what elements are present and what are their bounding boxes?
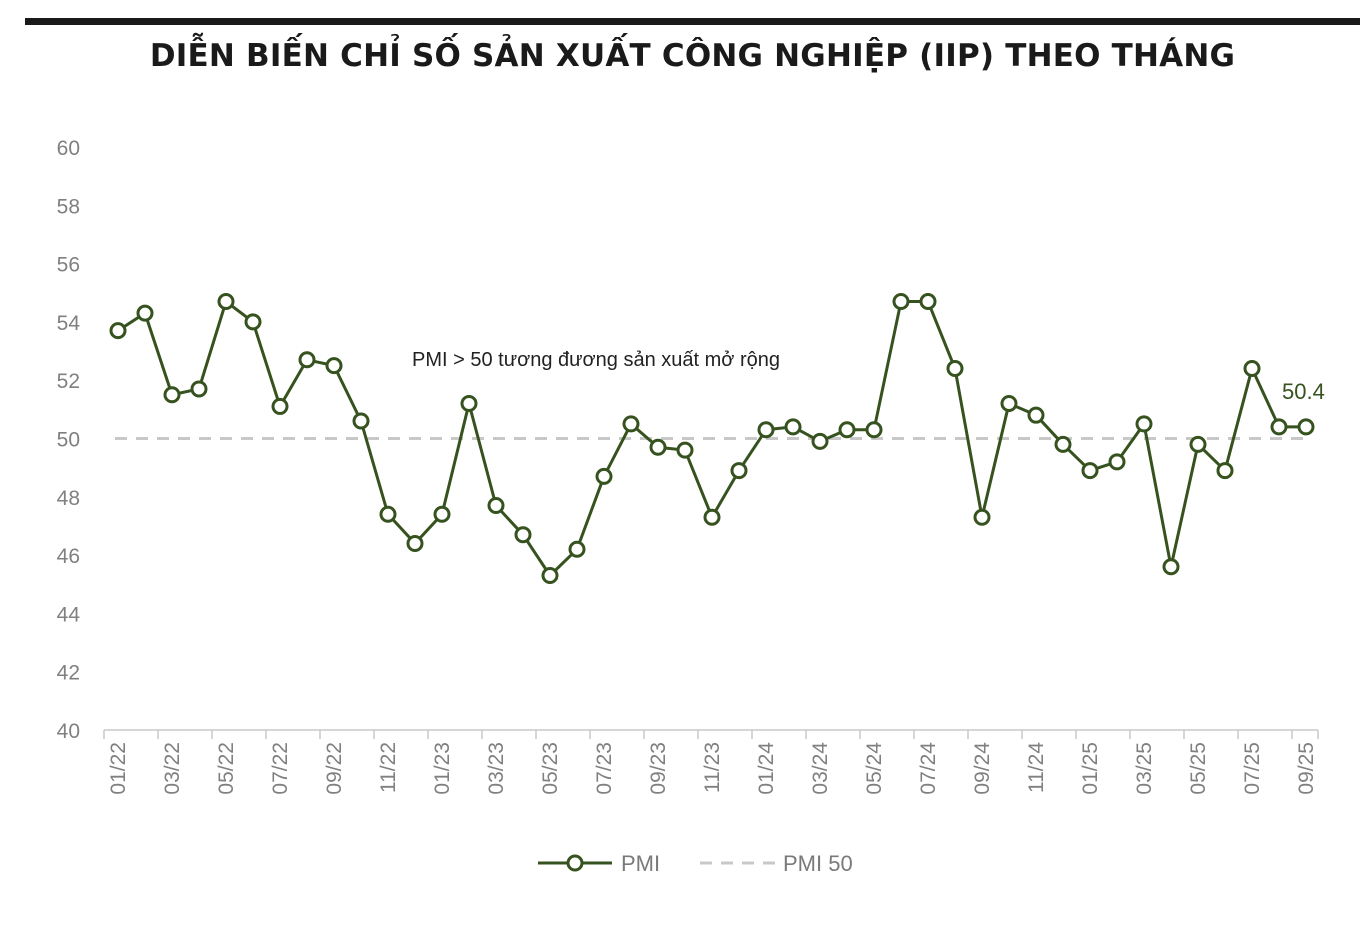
pmi-point [352, 412, 370, 430]
x-tick-label: 09/22 [323, 742, 346, 795]
title-rule [25, 18, 1360, 25]
pmi-point [325, 357, 343, 375]
x-tick-label: 01/24 [755, 742, 778, 795]
pmi-point [1162, 558, 1180, 576]
y-tick-label: 46 [57, 545, 80, 568]
pmi-point [109, 322, 127, 340]
x-tick-label: 11/23 [701, 742, 724, 793]
y-tick-label: 56 [57, 254, 80, 277]
pmi-point [1027, 406, 1045, 424]
pmi-point [649, 438, 667, 456]
pmi-point [1081, 462, 1099, 480]
pmi-point [190, 380, 208, 398]
legend-pmi50-label: PMI 50 [783, 851, 853, 876]
y-tick-label: 58 [57, 195, 80, 218]
pmi-point [892, 292, 910, 310]
pmi-point [379, 505, 397, 523]
x-tick-label: 03/25 [1133, 742, 1156, 795]
pmi-point [676, 441, 694, 459]
pmi-point [1243, 360, 1261, 378]
pmi-point [244, 313, 262, 331]
y-axis: 40 42 44 46 48 50 52 54 56 58 60 [57, 137, 81, 743]
pmi-point [487, 497, 505, 515]
y-tick-label: 60 [57, 137, 80, 160]
x-tick-label: 01/23 [431, 742, 454, 795]
y-tick-label: 50 [57, 429, 80, 452]
pmi-point [811, 432, 829, 450]
x-tick-label: 03/24 [809, 742, 832, 795]
pmi-point [730, 462, 748, 480]
pmi-point [514, 526, 532, 544]
pmi-series [109, 292, 1315, 585]
x-tick-label: 01/22 [107, 742, 130, 795]
x-tick-label: 01/25 [1079, 742, 1102, 795]
x-tick-label: 05/25 [1187, 742, 1210, 795]
pmi-point [1000, 395, 1018, 413]
pmi-point [946, 360, 964, 378]
legend-pmi-label: PMI [621, 851, 660, 876]
pmi-point [568, 540, 586, 558]
y-tick-label: 52 [57, 370, 80, 393]
pmi-point [1297, 418, 1315, 436]
pmi-point [784, 418, 802, 436]
pmi-point [271, 397, 289, 415]
x-tick-label: 03/22 [161, 742, 184, 795]
x-tick-label: 07/24 [917, 742, 940, 795]
expansion-note: PMI > 50 tương đương sản xuất mở rộng [412, 349, 780, 371]
pmi-point [163, 386, 181, 404]
pmi-point [757, 421, 775, 439]
pmi-point [136, 304, 154, 322]
pmi-point [622, 415, 640, 433]
pmi-point [460, 395, 478, 413]
pmi-point [1270, 418, 1288, 436]
pmi-point [973, 508, 991, 526]
chart-title: DIỄN BIẾN CHỈ SỐ SẢN XUẤT CÔNG NGHIỆP (I… [149, 38, 1236, 74]
last-value-label: 50.4 [1282, 379, 1325, 404]
x-tick-label: 11/24 [1025, 742, 1048, 793]
y-tick-label: 42 [57, 662, 80, 685]
x-tick-label: 03/23 [485, 742, 508, 795]
pmi-point [1108, 453, 1126, 471]
legend-pmi-marker [566, 854, 584, 872]
pmi-point [838, 421, 856, 439]
y-tick-label: 48 [57, 487, 80, 510]
pmi-point [1189, 435, 1207, 453]
pmi-point [541, 567, 559, 585]
pmi-point [919, 292, 937, 310]
pmi-point [298, 351, 316, 369]
pmi-point [433, 505, 451, 523]
pmi-point [1216, 462, 1234, 480]
x-tick-label: 05/22 [215, 742, 238, 795]
pmi-point [703, 508, 721, 526]
x-tick-label: 07/22 [269, 742, 292, 795]
pmi-point [406, 534, 424, 552]
x-tick-label: 09/23 [647, 742, 670, 795]
x-tick-label: 07/23 [593, 742, 616, 795]
x-tick-label: 05/24 [863, 742, 886, 795]
x-tick-label: 07/25 [1241, 742, 1264, 795]
annotations: PMI > 50 tương đương sản xuất mở rộng 50.… [412, 349, 1325, 404]
pmi-point [1135, 415, 1153, 433]
pmi-point [595, 467, 613, 485]
x-axis: 01/22 03/22 05/22 07/22 09/22 11/22 01/23 03/23… [103, 729, 1319, 795]
pmi-point [865, 421, 883, 439]
y-tick-label: 40 [57, 720, 80, 743]
y-tick-label: 44 [57, 603, 81, 626]
pmi-point [1054, 435, 1072, 453]
x-tick-label: 11/22 [377, 742, 400, 793]
legend: PMI PMI 50 [538, 851, 853, 876]
pmi-point [217, 292, 235, 310]
x-tick-label: 09/24 [971, 742, 994, 795]
y-tick-label: 54 [57, 312, 81, 335]
x-tick-label: 09/25 [1295, 742, 1318, 795]
x-tick-label: 05/23 [539, 742, 562, 795]
